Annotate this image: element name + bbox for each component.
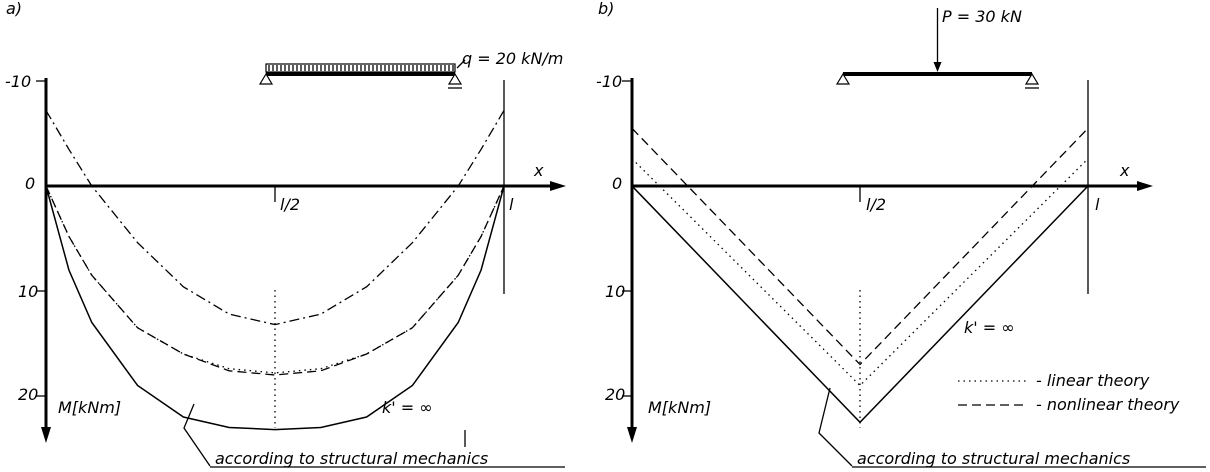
y-axis-arrow bbox=[627, 427, 637, 443]
y-tick-label: 0 bbox=[612, 174, 622, 193]
annotation-text: according to structural mechanics bbox=[215, 449, 488, 468]
y-tick-label: 20 bbox=[18, 385, 38, 404]
y-axis-label: M[kNm] bbox=[58, 398, 121, 417]
support-icon bbox=[835, 72, 851, 85]
x-tick-label: l/2 bbox=[280, 195, 300, 214]
y-tick-label: 20 bbox=[605, 385, 625, 404]
y-tick-label: -10 bbox=[5, 72, 31, 91]
annotation-text: according to structural mechanics bbox=[857, 449, 1130, 468]
point-load-arrowhead bbox=[933, 62, 942, 72]
y-tick-label: 10 bbox=[605, 282, 625, 301]
load-leader bbox=[456, 59, 466, 69]
panel-a: a) q = 20 kN/m x M[kNm] l/2 l -10 0 10 2… bbox=[5, 0, 566, 468]
y-tick-label: 10 bbox=[18, 282, 38, 301]
panel-b: b) P = 30 kN x M[kNm] l/2 l -10 0 10 20 … bbox=[596, 0, 1206, 468]
y-axis-label: M[kNm] bbox=[648, 398, 711, 417]
series-line-solid bbox=[631, 185, 1089, 424]
series-line-solid bbox=[45, 185, 505, 431]
y-tick-label: -10 bbox=[596, 72, 622, 91]
legend-entry-label: - linear theory bbox=[1036, 371, 1150, 390]
y-tick-label: 0 bbox=[25, 174, 35, 193]
panel-label: b) bbox=[598, 0, 614, 18]
series-line-dashed bbox=[631, 127, 1089, 366]
panel-label: a) bbox=[6, 0, 22, 18]
y-axis-arrow bbox=[41, 427, 51, 443]
x-axis-label: x bbox=[533, 161, 544, 180]
annotation-leader bbox=[818, 387, 853, 467]
x-axis-arrow bbox=[550, 181, 566, 191]
x-tick-label: l/2 bbox=[866, 195, 886, 214]
legend-entry-label: - nonlinear theory bbox=[1036, 395, 1180, 414]
load-label: q = 20 kN/m bbox=[462, 49, 563, 68]
stiffness-label: k' = ∞ bbox=[382, 398, 433, 417]
x-tick-label: l bbox=[1095, 195, 1100, 214]
annotation-leader bbox=[183, 403, 211, 467]
x-axis-label: x bbox=[1119, 161, 1130, 180]
series-line-dashed bbox=[45, 185, 505, 376]
series-line-dash-dot bbox=[45, 110, 505, 326]
support-icon bbox=[258, 72, 274, 85]
x-tick-label: l bbox=[509, 195, 514, 214]
stiffness-label: k' = ∞ bbox=[964, 318, 1015, 337]
x-axis-arrow bbox=[1137, 181, 1153, 191]
load-label: P = 30 kN bbox=[942, 7, 1022, 26]
support-icon bbox=[447, 72, 463, 85]
support-icon bbox=[1024, 72, 1040, 85]
